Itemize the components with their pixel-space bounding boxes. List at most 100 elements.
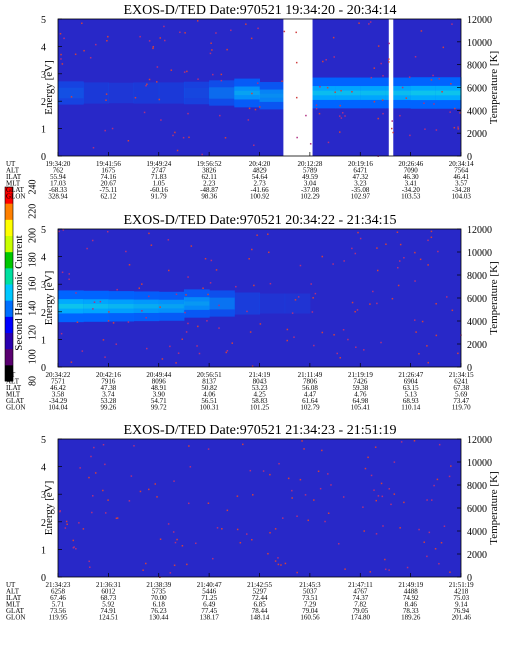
data-gap [388,19,394,156]
ephemeris-value: 8.46 [405,601,418,609]
temperature-dot [196,20,199,22]
temperature-dot [367,456,369,459]
ephemeris-value: 4.25 [253,391,266,399]
y2-tick-label: 4000 [467,106,487,117]
temperature-dot [148,40,151,42]
ephemeris-value: 6904 [404,378,419,386]
band-core [259,89,286,102]
ephemeris-value: 21:45:3 [299,581,321,589]
ephemeris-value: 160.56 [300,614,320,622]
band-peak [83,91,109,94]
temperature-dot [364,467,367,470]
temperature-dot [381,495,384,498]
y-tick-label: 2 [41,97,46,108]
temperature-dot [332,263,334,265]
ephemeris-value: 174.80 [351,614,371,622]
temperature-dot [438,562,440,565]
ephemeris-value: 3.04 [304,180,317,188]
temperature-dot [207,502,210,504]
temperature-dot [451,23,453,25]
temperature-dot [146,83,148,86]
temperature-dot [399,527,401,529]
temperature-dot [231,342,234,344]
temperature-dot [433,103,435,105]
colorbar-swatch [5,235,13,253]
temperature-dot [435,129,438,131]
temperature-dot [334,91,336,93]
band-peak [335,90,361,96]
temperature-dot [284,562,287,565]
ephemeris-value: 78.44 [252,607,268,615]
ephemeris-row-label: UT [6,371,16,379]
y2-tick-label: 8000 [467,271,487,282]
temperature-dot [398,260,401,262]
temperature-dot [315,107,318,110]
temperature-dot [225,351,228,354]
ephemeris-value: 105.41 [351,404,371,412]
temperature-dot [161,358,164,360]
temperature-dot [388,488,391,490]
ephemeris-value: 328.94 [48,193,68,201]
temperature-dot [159,37,162,39]
ephemeris-value: 5446 [202,588,217,596]
temperature-dot [246,310,248,313]
temperature-dot [172,531,175,533]
temperature-dot [423,102,425,105]
temperature-dot [177,352,180,354]
temperature-dot [250,37,253,40]
temperature-dot [134,96,137,99]
temperature-dot [388,569,390,571]
temperature-dot [368,23,370,25]
ephemeris-value: 19:34:20 [46,160,71,168]
temperature-dot [156,66,159,68]
temperature-dot [373,67,376,69]
temperature-dot [210,259,213,262]
temperature-dot [413,319,416,321]
temperature-dot [291,497,293,499]
ephemeris-value: 20:42:16 [96,371,121,379]
band-segment [259,82,286,110]
temperature-dot [160,119,162,121]
ephemeris-value: 21:11:49 [298,371,323,379]
temperature-dot [143,111,146,114]
temperature-dot [104,129,106,132]
temperature-dot [427,264,429,266]
temperature-dot [454,107,456,110]
temperature-dot [426,499,428,501]
temperature-dot [313,499,315,501]
band-segment [183,81,210,105]
temperature-dot [351,91,353,93]
temperature-dot [375,499,378,502]
temperature-dot [256,234,258,236]
y2-tick-label: 2000 [467,550,487,561]
band-peak [410,90,437,96]
ephemeris-value: 21:49:19 [398,581,423,589]
temperature-dot [245,23,247,25]
temperature-dot [105,99,107,101]
ephemeris-value: 55.94 [50,173,66,181]
ephemeris-row-label: ILAT [6,384,22,392]
ephemeris-row-label: MLT [6,180,21,188]
temperature-dot [220,73,223,76]
temperature-dot [174,541,177,544]
temperature-dot [286,339,288,342]
temperature-dot [83,49,85,52]
ephemeris-value: 2.23 [203,180,216,188]
ephemeris-value: -60.16 [150,186,169,194]
ephemeris-value: 6.85 [253,601,266,609]
temperature-dot [369,571,372,573]
ephemeris-value: 7090 [404,167,419,175]
temperature-dot [443,525,446,527]
temperature-dot [102,339,105,341]
colorbar-label: Second Harmonic Current [13,235,25,350]
temperature-dot [58,230,60,233]
ephemeris-value: 99.72 [151,404,167,412]
temperature-dot [197,325,199,328]
temperature-dot [148,78,151,81]
temperature-dot [95,43,97,46]
ephemeris-value: 6471 [353,167,368,175]
temperature-dot [206,320,208,322]
ephemeris-value: 20:34:22 [46,371,71,379]
ephemeris-row-label: ILAT [6,173,22,181]
temperature-dot [139,490,142,493]
